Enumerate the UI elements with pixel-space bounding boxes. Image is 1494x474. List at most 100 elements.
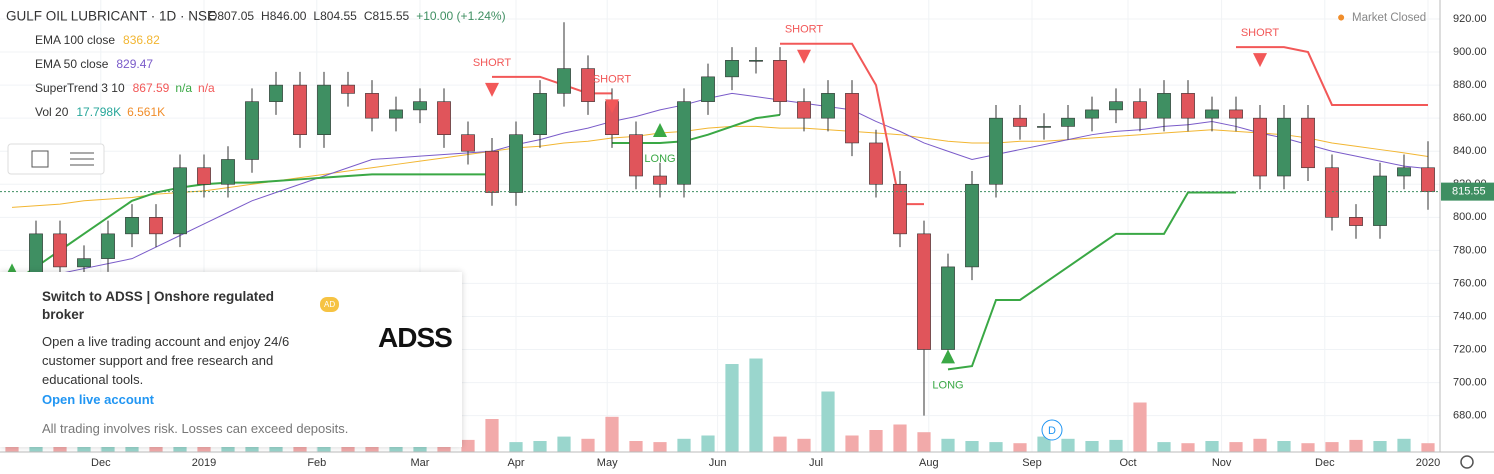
volume-bar <box>1253 438 1267 452</box>
volume-bar <box>725 364 739 452</box>
signal-label: SHORT <box>473 57 512 69</box>
volume-bar <box>581 438 595 452</box>
volume-bar <box>749 358 763 452</box>
volume-bar <box>701 435 715 452</box>
candle-body <box>245 101 259 160</box>
volume-bar <box>845 435 859 452</box>
volume-bar <box>605 416 619 452</box>
candle-body <box>1397 167 1411 177</box>
volume-bar <box>1301 443 1315 452</box>
signal-label: SHORT <box>593 73 632 85</box>
price-axis-bg <box>1440 0 1494 474</box>
volume-bar <box>29 443 43 452</box>
legend-value: n/a <box>198 81 215 95</box>
x-tick-label: Mar <box>411 457 430 469</box>
volume-bar <box>221 442 235 452</box>
volume-bar <box>1325 442 1339 452</box>
volume-bar <box>989 442 1003 452</box>
volume-bar <box>341 444 355 452</box>
candle-body <box>869 142 883 185</box>
candle-body <box>485 150 499 193</box>
dividend-marker[interactable] <box>1041 419 1063 441</box>
candle-body <box>1037 126 1051 128</box>
volume-bar <box>197 444 211 452</box>
candle-body <box>1013 117 1027 127</box>
volume-bar <box>533 441 547 452</box>
candle-body <box>197 167 211 185</box>
volume-bar <box>77 444 91 452</box>
rect-tool[interactable] <box>31 150 49 168</box>
volume-bar <box>1397 438 1411 452</box>
volume-bar <box>1181 443 1195 452</box>
legend-name: SuperTrend 3 10 <box>35 81 125 95</box>
volume-bar <box>893 424 907 452</box>
candle-body <box>773 60 787 102</box>
candle-body <box>989 117 1003 185</box>
ad-body: Open a live trading account and enjoy 24… <box>42 334 290 387</box>
x-tick-label: Nov <box>1212 457 1232 469</box>
volume-bar <box>965 441 979 452</box>
candle-body <box>293 84 307 135</box>
candle-body <box>1325 167 1339 218</box>
candle-body <box>1229 109 1243 119</box>
ad-badge: AD <box>320 297 340 312</box>
ohlc-value: +10.00 (+1.24%) <box>416 9 505 23</box>
volume-bar <box>1277 441 1291 452</box>
ad-logo: ADSS <box>378 322 453 353</box>
candle-body <box>53 233 67 268</box>
volume-bar <box>1133 402 1147 452</box>
candle-body <box>1085 109 1099 119</box>
volume-bar <box>365 443 379 452</box>
volume-bar <box>1205 441 1219 452</box>
candle-body <box>269 84 283 102</box>
candle-body <box>1061 117 1075 127</box>
ohlc-value: L804.55 <box>313 9 357 23</box>
candle-body <box>149 217 163 235</box>
candle-body <box>1133 101 1147 119</box>
x-tick-label: Jun <box>709 457 727 469</box>
candle-body <box>1205 109 1219 119</box>
ohlc-value: C815.55 <box>364 9 410 23</box>
volume-bar <box>653 442 667 452</box>
volume-bar <box>797 438 811 452</box>
candle-body <box>461 134 475 152</box>
signal-marker <box>941 349 955 364</box>
settings-icon[interactable] <box>1460 455 1474 469</box>
x-tick-label: Dec <box>91 457 111 469</box>
y-tick-label: 780.00 <box>1453 244 1487 256</box>
candle-body <box>749 60 763 62</box>
symbol: GULF OIL LUBRICANT · 1D · NSE <box>6 9 216 24</box>
volume-bar <box>437 443 451 452</box>
signal-marker <box>797 49 811 64</box>
candle-body <box>725 60 739 78</box>
volume-bar <box>509 442 523 452</box>
volume-bar <box>1157 442 1171 452</box>
candle-body <box>677 101 691 185</box>
candle-body <box>1373 175 1387 226</box>
candle-body <box>533 93 547 135</box>
x-tick-label: Apr <box>507 457 524 469</box>
volume-bar <box>413 442 427 452</box>
volume-bar <box>917 432 931 452</box>
x-tick-label: 2019 <box>192 457 216 469</box>
volume-bar <box>1349 439 1363 452</box>
volume-bar <box>1229 442 1243 452</box>
x-tick-label: May <box>597 457 618 469</box>
candle-body <box>125 217 139 235</box>
volume-bar <box>461 439 475 452</box>
candle-body <box>845 93 859 144</box>
legend-name: EMA 100 close <box>35 33 115 47</box>
ad-title: Switch to ADSS | Onshore regulated broke… <box>42 289 275 322</box>
volume-bar <box>629 441 643 452</box>
candle-body <box>437 101 451 135</box>
candle-body <box>1301 117 1315 169</box>
ad-link[interactable]: Open live account <box>42 392 154 407</box>
volume-bar <box>773 436 787 452</box>
candle-body <box>1181 93 1195 119</box>
candle-body <box>1421 167 1435 192</box>
candle-body <box>509 134 523 193</box>
candle-body <box>317 84 331 135</box>
signal-marker <box>485 82 499 97</box>
dividend-label: D <box>1048 425 1056 437</box>
